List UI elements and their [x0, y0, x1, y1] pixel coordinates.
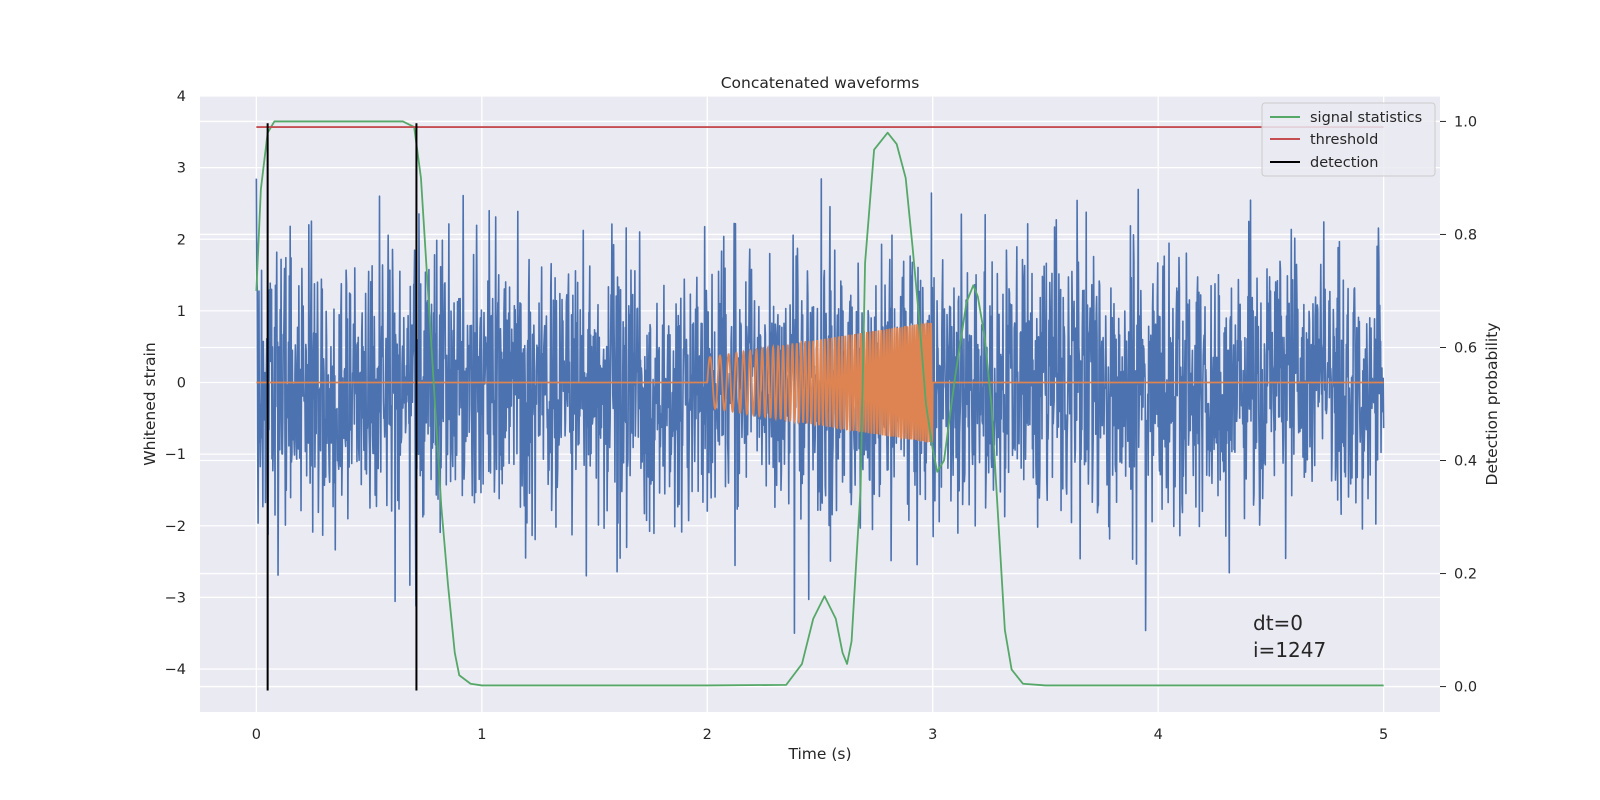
y-left-tick-label: −1: [165, 447, 186, 463]
y-right-tick-label: 0.2: [1454, 567, 1477, 583]
legend-label-detection: detection: [1310, 155, 1378, 171]
y-left-tick-label: 1: [177, 304, 186, 320]
legend-label-threshold: threshold: [1310, 132, 1378, 148]
y-left-tick-label: −4: [165, 662, 186, 678]
series-signal-statistics-line: [255, 120, 1384, 687]
legend-box: [1261, 102, 1436, 177]
legend: signal statistics threshold detection: [1261, 102, 1436, 177]
y-right-axis-label: Detection probability: [1483, 323, 1501, 486]
y-right-tick-label: 1.0: [1454, 114, 1477, 130]
y-left-tick-label: −2: [165, 519, 186, 535]
y-left-tick-label: 3: [177, 161, 186, 177]
y-left-tick-label: 4: [177, 89, 186, 105]
x-tick-label: 3: [928, 727, 937, 743]
x-tick-label: 4: [1154, 727, 1163, 743]
y-left-tick-label: 2: [177, 232, 186, 248]
x-tick-label: 0: [252, 727, 261, 743]
series-chirp-line: [256, 322, 1384, 443]
y-left-axis-label: Whitened strain: [141, 342, 159, 465]
y-left-axis-ticks: −4 −3 −2 −1 0 1 2 3 4: [165, 89, 186, 678]
x-tick-label: 5: [1379, 727, 1388, 743]
x-axis-label: Time (s): [787, 745, 851, 763]
y-right-axis-ticks: 0.0 0.2 0.4 0.6 0.8 1.0: [1440, 114, 1477, 696]
y-left-tick-label: 0: [177, 376, 186, 392]
y-left-tick-label: −3: [165, 590, 186, 606]
y-right-tick-label: 0.4: [1454, 454, 1477, 470]
legend-label-signal-statistics: signal statistics: [1310, 110, 1422, 126]
x-tick-label: 1: [477, 727, 486, 743]
chart-title: Concatenated waveforms: [721, 74, 920, 92]
x-tick-label: 2: [703, 727, 712, 743]
annotation-dt: dt=0: [1253, 611, 1303, 635]
series-layer: [255, 120, 1385, 691]
y-right-tick-label: 0.8: [1454, 227, 1477, 243]
x-axis-ticks: 0 1 2 3 4 5: [252, 727, 1389, 743]
annotation-index: i=1247: [1253, 638, 1326, 662]
y-right-tick-label: 0.6: [1454, 340, 1477, 356]
y-right-tick-label: 0.0: [1454, 680, 1477, 696]
